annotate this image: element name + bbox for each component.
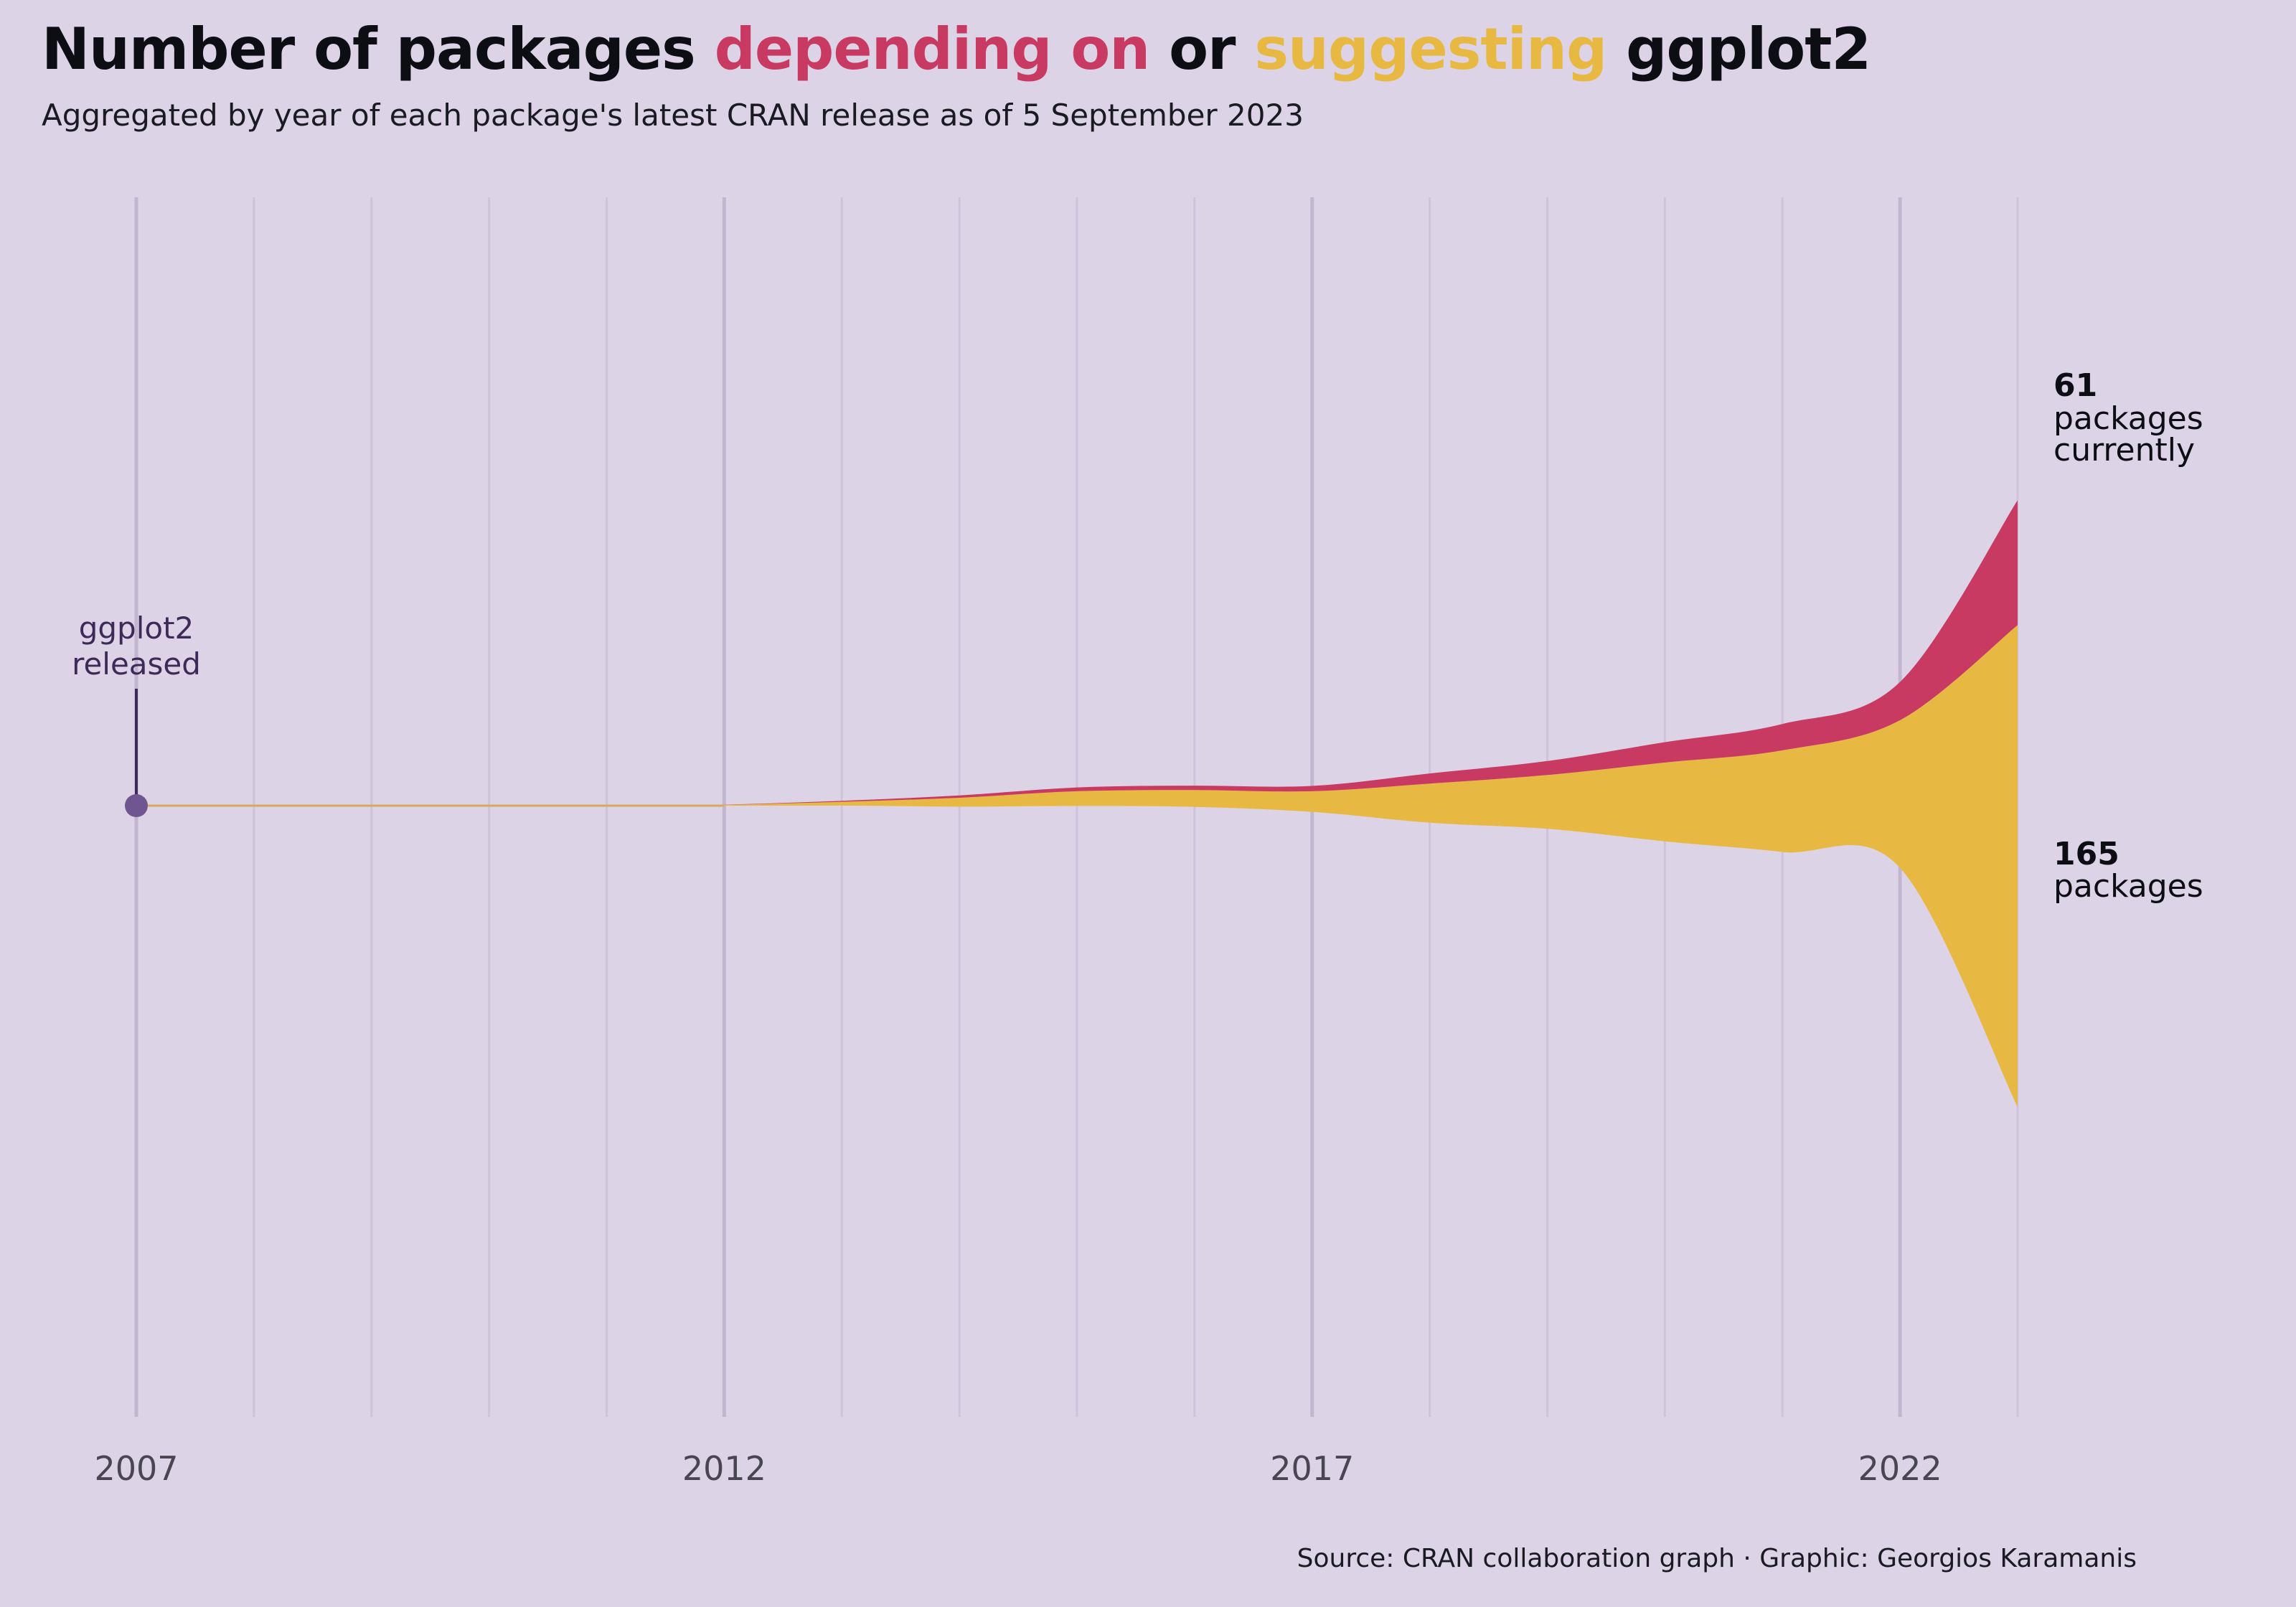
suggesting-end-label-line-1: packages (2053, 868, 2203, 905)
x-axis-ticks: 2007 2012 2017 2022 (94, 1449, 1942, 1488)
x-tick-label-2012: 2012 (682, 1449, 766, 1488)
release-point (125, 794, 148, 817)
release-label-line-2: released (72, 646, 201, 682)
title-part-3: ggplot2 (1606, 16, 1871, 83)
title-suggesting: suggesting (1254, 16, 1607, 83)
depending-end-label-line-1: packages (2053, 400, 2203, 437)
depending-end-label-line-2: currently (2053, 432, 2195, 468)
title-part-2: or (1149, 16, 1255, 83)
x-tick-label-2017: 2017 (1270, 1449, 1354, 1488)
chart-title: Number of packages depending on or sugge… (42, 16, 1871, 83)
x-tick-label-2022: 2022 (1858, 1449, 1942, 1488)
title-depending-on: depending on (714, 16, 1151, 83)
source-caption: Source: CRAN collaboration graph · Graph… (1297, 1544, 2137, 1573)
depending-end-value: 61 (2053, 367, 2097, 404)
title-part-1: Number of packages (42, 16, 715, 83)
x-tick-label-2007: 2007 (94, 1449, 178, 1488)
suggesting-end-value: 165 (2053, 836, 2119, 872)
chart-subtitle: Aggregated by year of each package's lat… (42, 98, 1304, 133)
release-label-line-1: ggplot2 (79, 611, 194, 646)
